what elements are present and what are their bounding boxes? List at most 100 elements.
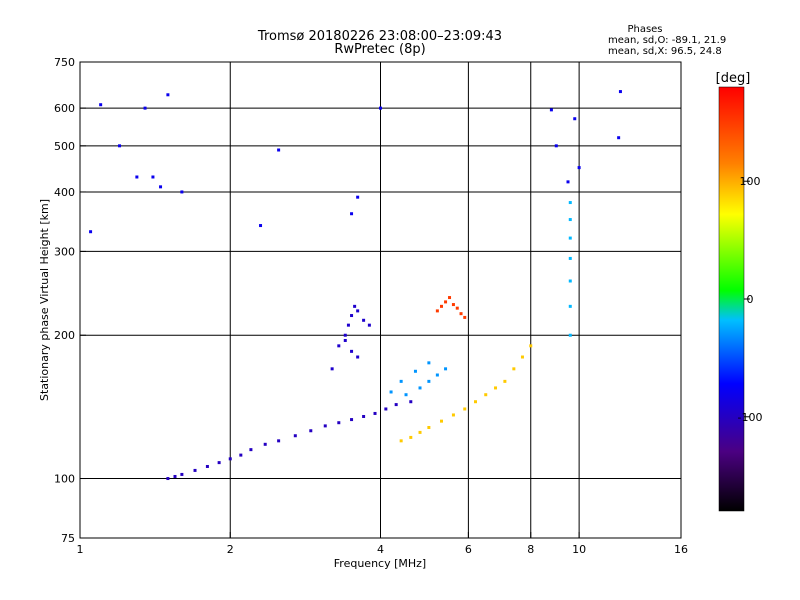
data-point <box>404 393 408 397</box>
data-point <box>427 379 431 383</box>
data-point <box>350 349 354 353</box>
data-point <box>503 379 507 383</box>
data-point <box>353 304 357 308</box>
data-point <box>409 435 413 439</box>
colorbar-label: [deg] <box>716 71 751 86</box>
data-point <box>568 236 572 240</box>
data-point <box>577 166 581 170</box>
data-point <box>451 303 455 307</box>
data-point <box>440 419 444 423</box>
colorbar <box>718 86 745 512</box>
data-point <box>444 300 448 304</box>
data-point <box>193 468 197 472</box>
data-point <box>362 414 366 418</box>
data-point <box>323 424 327 428</box>
data-point <box>394 403 398 407</box>
data-point <box>413 369 417 373</box>
data-point <box>484 393 488 397</box>
data-point <box>309 429 313 433</box>
data-point <box>346 323 350 327</box>
data-point <box>568 256 572 260</box>
data-point <box>418 430 422 434</box>
data-point <box>568 218 572 222</box>
data-point <box>350 418 354 422</box>
x-axis-label: Frequency [MHz] <box>334 557 426 570</box>
x-tick-label: 2 <box>227 543 234 556</box>
colorbar-ticks: 100 0 -100 <box>738 175 763 424</box>
x-tick-label: 16 <box>674 543 688 556</box>
data-point <box>573 117 577 121</box>
data-point <box>379 106 382 110</box>
data-point <box>440 304 444 308</box>
data-point <box>566 180 570 184</box>
x-tick-label: 4 <box>377 543 384 556</box>
y-tick-label: 75 <box>61 532 75 545</box>
data-point <box>356 309 360 313</box>
data-point <box>444 367 448 371</box>
data-point <box>143 106 147 110</box>
data-point <box>173 474 177 478</box>
data-point <box>263 442 267 446</box>
data-point <box>362 318 366 322</box>
data-point <box>459 312 463 316</box>
data-point <box>356 195 360 199</box>
data-points <box>89 90 622 481</box>
data-point <box>427 361 431 365</box>
y-tick-label: 750 <box>54 56 75 69</box>
data-point <box>512 367 516 371</box>
y-tick-label: 100 <box>54 473 75 486</box>
data-point <box>180 472 184 476</box>
data-point <box>389 390 393 394</box>
y-axis-label: Stationary phase Virtual Height [km] <box>38 199 51 401</box>
x-tick-label: 6 <box>465 543 472 556</box>
data-point <box>277 439 281 443</box>
data-point <box>135 175 139 179</box>
x-tick-label: 10 <box>572 543 586 556</box>
data-point <box>617 136 621 140</box>
data-point <box>568 201 572 205</box>
data-point <box>205 464 209 468</box>
y-tick-label: 400 <box>54 186 75 199</box>
chart-title-line1: Tromsø 20180226 23:08:00–23:09:43 <box>257 29 502 44</box>
data-point <box>356 355 360 359</box>
colorbar-tick-label: 100 <box>740 175 761 188</box>
data-point <box>277 148 281 152</box>
data-point <box>166 93 170 97</box>
data-point <box>350 314 354 318</box>
data-point <box>568 304 572 308</box>
data-point <box>180 190 184 194</box>
y-tick-label: 300 <box>54 245 75 258</box>
data-point <box>399 439 403 443</box>
data-point <box>384 407 388 411</box>
data-point <box>435 309 439 313</box>
data-point <box>568 333 572 337</box>
data-point <box>427 425 431 429</box>
phase-box-x-line: mean, sd,X: 96.5, 24.8 <box>608 46 722 57</box>
data-point <box>337 344 341 348</box>
x-tick-label: 1 <box>77 543 84 556</box>
data-point <box>343 333 347 337</box>
data-point <box>399 379 403 383</box>
data-point <box>330 367 334 371</box>
data-point <box>418 386 422 390</box>
colorbar-tick-label: -100 <box>738 411 763 424</box>
data-point <box>463 407 467 411</box>
data-point <box>554 144 558 148</box>
data-point <box>549 108 553 112</box>
phase-box-heading: Phases <box>627 24 662 35</box>
data-point <box>228 457 232 461</box>
data-point <box>409 400 413 404</box>
y-tick-label: 600 <box>54 102 75 115</box>
data-point <box>217 461 221 465</box>
data-point <box>494 386 498 390</box>
y-tick-label: 200 <box>54 329 75 342</box>
data-point <box>455 306 459 310</box>
data-point <box>159 185 163 189</box>
data-point <box>463 315 467 319</box>
data-point <box>337 421 341 425</box>
data-point <box>350 212 354 216</box>
phase-box-o-line: mean, sd,O: -89.1, 21.9 <box>608 35 726 46</box>
data-point <box>239 453 243 457</box>
y-tick-label: 500 <box>54 140 75 153</box>
